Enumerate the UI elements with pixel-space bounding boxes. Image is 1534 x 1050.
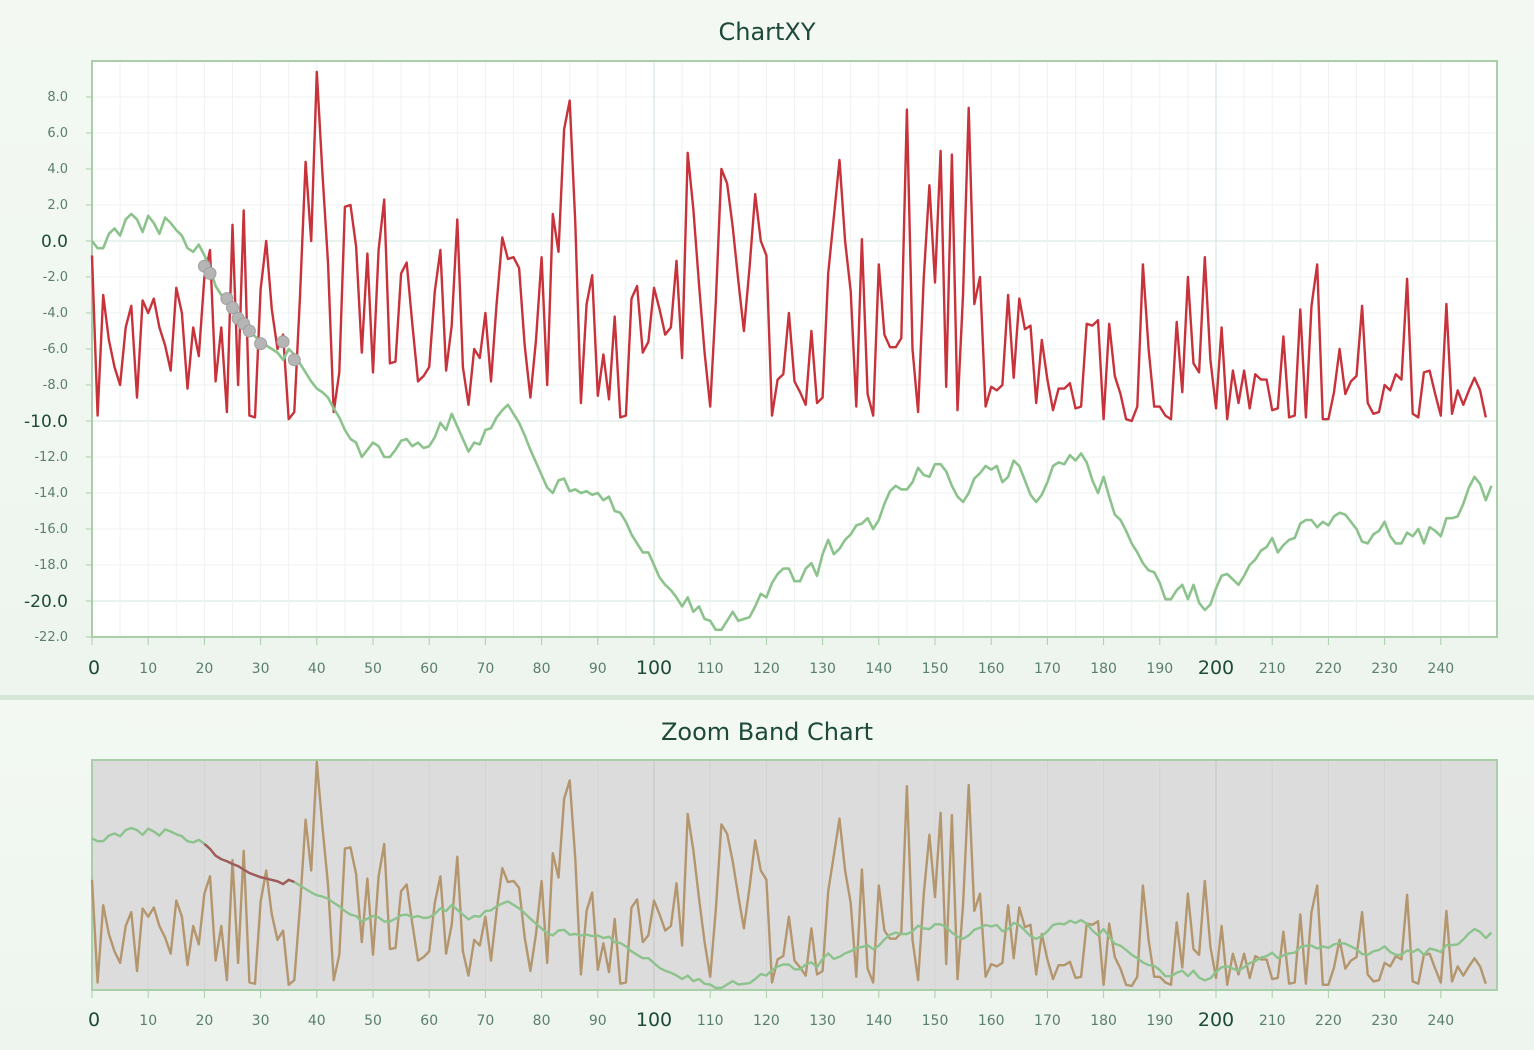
- y-tick-label: -14.0: [34, 486, 68, 501]
- zoom-x-tick-label: 0: [88, 1009, 100, 1031]
- y-tick-label: -22.0: [34, 630, 68, 645]
- zoom-x-tick-label: 200: [1198, 1009, 1234, 1031]
- x-tick-label: 90: [589, 661, 607, 677]
- x-tick-label: 130: [809, 661, 836, 677]
- zoom-x-tick-label: 10: [139, 1013, 157, 1029]
- zoom-x-tick-label: 140: [865, 1013, 892, 1029]
- zoom-x-tick-label: 160: [978, 1013, 1005, 1029]
- zoom-band-panel: Zoom Band Chart 0 100 200 10 20 30 40 50 60 70 80 9…: [0, 700, 1534, 1050]
- zoom-x-tick-label: 30: [252, 1013, 270, 1029]
- y-tick-label: -8.0: [43, 378, 68, 393]
- zoom-band-title: Zoom Band Chart: [660, 718, 873, 746]
- zoom-x-tick-label: 130: [809, 1013, 836, 1029]
- zoom-x-tick-label: 220: [1315, 1013, 1342, 1029]
- x-tick-label: 160: [978, 661, 1005, 677]
- zoom-series-line-2: [91, 826, 1493, 990]
- zoom-x-tick-label: 90: [589, 1013, 607, 1029]
- zoom-x-tick-label: 110: [697, 1013, 724, 1029]
- x-tick-label: 220: [1315, 661, 1342, 677]
- y-tick-label: -16.0: [34, 522, 68, 537]
- x-tick-label: 80: [533, 661, 551, 677]
- main-chart[interactable]: 0.0 -10.0 -20.0 8.0 6.0 4.0 2.0 -2.0 -4.0 -6.0 -8.…: [0, 0, 1534, 695]
- zoom-x-tick-label: 80: [533, 1013, 551, 1029]
- x-tick-label: 180: [1090, 661, 1117, 677]
- zoom-x-tick-label: 100: [636, 1009, 672, 1031]
- y-tick-label: -10.0: [24, 412, 68, 432]
- y-tick-label: 2.0: [47, 198, 68, 213]
- x-tick-label: 70: [476, 661, 494, 677]
- highlight-point[interactable]: [203, 266, 217, 280]
- zoom-x-tick-label: 50: [364, 1013, 382, 1029]
- zoom-x-tick-label: 40: [308, 1013, 326, 1029]
- highlight-point[interactable]: [276, 335, 290, 349]
- x-tick-label: 0: [88, 657, 100, 679]
- zoom-x-tick-label: 70: [476, 1013, 494, 1029]
- x-tick-label: 40: [308, 661, 326, 677]
- x-tick-label: 240: [1427, 661, 1454, 677]
- x-tick-label: 100: [636, 657, 672, 679]
- zoom-x-tick-label: 60: [420, 1013, 438, 1029]
- series-line-2[interactable]: [90, 212, 1493, 632]
- zoom-series-line-1: [90, 760, 1487, 988]
- x-tick-label: 120: [753, 661, 780, 677]
- series-line-1[interactable]: [90, 70, 1487, 423]
- highlight-point[interactable]: [226, 301, 239, 315]
- zoom-band-chart[interactable]: 0 100 200 10 20 30 40 50 60 70 80 90 110 120 130 140 150…: [0, 700, 1534, 1050]
- zoom-x-tick-label: 240: [1427, 1013, 1454, 1029]
- y-tick-label: 4.0: [47, 162, 68, 177]
- x-tick-label: 20: [195, 661, 213, 677]
- x-tick-label: 150: [922, 661, 949, 677]
- y-tick-label: -12.0: [34, 450, 68, 465]
- highlight-point[interactable]: [287, 353, 301, 367]
- zoom-x-tick-label: 170: [1034, 1013, 1061, 1029]
- x-tick-label: 170: [1034, 661, 1061, 677]
- zoom-plot-border: [91, 759, 1498, 991]
- x-tick-label: 60: [420, 661, 438, 677]
- y-tick-label: -6.0: [43, 342, 68, 357]
- zoom-x-tick-label: 150: [922, 1013, 949, 1029]
- zoom-x-tick-label: 180: [1090, 1013, 1117, 1029]
- zoom-x-tick-label: 20: [195, 1013, 213, 1029]
- x-tick-label: 190: [1146, 661, 1173, 677]
- x-tick-label: 30: [252, 661, 270, 677]
- y-tick-label: 6.0: [47, 126, 68, 141]
- y-tick-label: -18.0: [34, 558, 68, 573]
- x-tick-label: 140: [865, 661, 892, 677]
- x-tick-label: 50: [364, 661, 382, 677]
- highlight-point[interactable]: [254, 337, 268, 351]
- chart-title: ChartXY: [718, 18, 816, 46]
- x-tick-label: 200: [1198, 657, 1234, 679]
- zoom-x-tick-label: 190: [1146, 1013, 1173, 1029]
- x-tick-label: 230: [1371, 661, 1398, 677]
- zoom-x-tick-label: 210: [1259, 1013, 1286, 1029]
- x-tick-label: 210: [1259, 661, 1286, 677]
- y-tick-label: 8.0: [47, 90, 68, 105]
- x-tick-label: 110: [697, 661, 724, 677]
- highlight-point[interactable]: [242, 324, 256, 338]
- y-tick-label: -4.0: [43, 306, 68, 321]
- y-tick-label: -2.0: [43, 270, 68, 285]
- zoom-x-tick-label: 230: [1371, 1013, 1398, 1029]
- zoom-x-tick-label: 120: [753, 1013, 780, 1029]
- x-tick-label: 10: [139, 661, 157, 677]
- main-chart-panel: ChartXY 0.0 -10.0 -20.0 8.0 6.0 4.0 2.0 -2.0 -4.…: [0, 0, 1534, 695]
- y-tick-label: 0.0: [41, 232, 68, 252]
- zoom-highlight-line: [203, 842, 295, 886]
- panel-divider: [0, 695, 1534, 700]
- y-tick-label: -20.0: [24, 592, 68, 612]
